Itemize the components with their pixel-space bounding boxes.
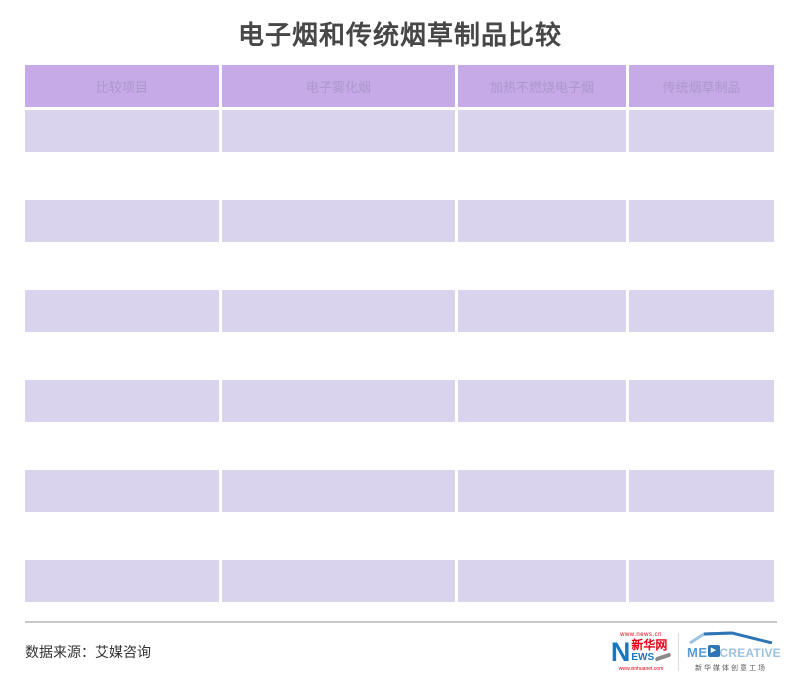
table-cell: [458, 290, 626, 332]
table-cell: [25, 470, 219, 512]
xinhuanet-url-top: www.news.cn: [620, 631, 662, 638]
play-icon: ▶: [707, 645, 720, 657]
header-cell-vape: 电子雾化烟: [222, 65, 455, 107]
table-cell: [629, 200, 774, 242]
spacer-cell: [25, 515, 774, 557]
table-row: [25, 290, 774, 332]
medcreative-logo: ME ▶ CREATIVE 新华媒体创意工场: [687, 631, 781, 672]
table-cell: [458, 200, 626, 242]
table-cell: [222, 470, 455, 512]
infographic-page: 电子烟和传统烟草制品比较 比较项目 电子雾化烟 加热不燃烧电子烟 传统烟草制品 …: [0, 20, 800, 672]
table-row: [25, 380, 774, 422]
table-cell: [629, 110, 774, 152]
table-header-row: 比较项目 电子雾化烟 加热不燃烧电子烟 传统烟草制品: [25, 65, 774, 107]
table-cell: [629, 380, 774, 422]
header-cell-heat-not-burn: 加热不燃烧电子烟: [458, 65, 626, 107]
table-cell: [25, 110, 219, 152]
table-cell: [629, 470, 774, 512]
data-source-label: 数据来源：艾媒咨询: [25, 643, 151, 660]
xinhuanet-url-bottom: www.xinhuanet.com: [618, 665, 664, 672]
comparison-table: 比较项目 电子雾化烟 加热不燃烧电子烟 传统烟草制品: [22, 62, 777, 605]
table-cell: [458, 560, 626, 602]
page-title: 电子烟和传统烟草制品比较: [237, 20, 562, 50]
header-cell-traditional: 传统烟草制品: [629, 65, 774, 107]
spacer-row: [25, 245, 774, 287]
table-cell: [25, 380, 219, 422]
xinhuanet-logo: www.news.cn N 新华网 EWS www.xinhuanet.com: [610, 631, 672, 672]
table-cell: [222, 380, 455, 422]
spacer-cell: [25, 425, 774, 467]
table-row: [25, 470, 774, 512]
spacer-cell: [25, 335, 774, 377]
xinhuanet-n-letter: N: [610, 636, 631, 667]
spacer-row: [25, 425, 774, 467]
spacer-row: [25, 335, 774, 377]
table-cell: [222, 200, 455, 242]
spacer-row: [25, 155, 774, 197]
table-row: [25, 560, 774, 602]
roof-icon: [689, 631, 773, 644]
table-cell: [629, 560, 774, 602]
spacer-row: [25, 515, 774, 557]
table-cell: [458, 380, 626, 422]
spacer-cell: [25, 155, 774, 197]
table-cell: [222, 560, 455, 602]
pen-swoosh-icon: [654, 652, 672, 662]
medcreative-me: ME: [687, 645, 708, 660]
table-cell: [222, 110, 455, 152]
footer-divider: [25, 621, 777, 623]
table-cell: [25, 290, 219, 332]
logo-separator: [678, 632, 679, 671]
table-cell: [458, 470, 626, 512]
medcreative-creative: CREATIVE: [719, 646, 781, 660]
table-row: [25, 200, 774, 242]
table-cell: [25, 560, 219, 602]
table-cell: [458, 110, 626, 152]
table-cell: [629, 290, 774, 332]
table-cell: [25, 200, 219, 242]
xinhuanet-news-suffix: EWS: [631, 651, 655, 663]
footer: 数据来源：艾媒咨询 www.news.cn N 新华网 EWS www.xinh…: [25, 631, 781, 672]
footer-logos: www.news.cn N 新华网 EWS www.xinhuanet.com: [610, 631, 781, 672]
xinhuanet-name: 新华网: [631, 637, 668, 652]
table-cell: [222, 290, 455, 332]
medcreative-subtitle: 新华媒体创意工场: [695, 665, 767, 672]
table-row: [25, 110, 774, 152]
spacer-cell: [25, 245, 774, 287]
header-cell-compare-item: 比较项目: [25, 65, 219, 107]
